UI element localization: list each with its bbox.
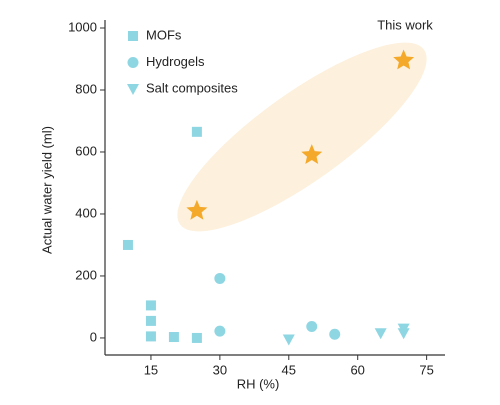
legend-label: Salt composites bbox=[146, 80, 238, 95]
marker-square bbox=[128, 31, 138, 41]
marker-square bbox=[191, 126, 202, 137]
marker-square bbox=[145, 315, 156, 326]
marker-square bbox=[122, 239, 133, 250]
legend-label: Hydrogels bbox=[146, 54, 205, 69]
y-tick-label: 800 bbox=[75, 81, 97, 96]
marker-triangle bbox=[282, 334, 295, 346]
marker-square bbox=[145, 300, 156, 311]
marker-square bbox=[191, 332, 202, 343]
marker-circle bbox=[329, 328, 341, 340]
x-tick-label: 15 bbox=[144, 362, 158, 377]
x-tick-label: 30 bbox=[213, 362, 227, 377]
marker-circle bbox=[306, 320, 318, 332]
x-tick-label: 60 bbox=[350, 362, 364, 377]
marker-star bbox=[393, 49, 415, 70]
marker-triangle bbox=[127, 84, 139, 95]
marker-circle bbox=[127, 57, 139, 68]
y-tick-label: 600 bbox=[75, 143, 97, 158]
x-axis-label: RH (%) bbox=[237, 376, 280, 391]
marker-triangle bbox=[374, 328, 387, 340]
y-tick-label: 400 bbox=[75, 205, 97, 220]
marker-circle bbox=[214, 272, 226, 284]
y-tick-label: 1000 bbox=[68, 19, 97, 34]
legend-label: MOFs bbox=[146, 27, 182, 42]
marker-star bbox=[186, 199, 208, 220]
marker-square bbox=[145, 331, 156, 342]
marker-circle bbox=[214, 325, 226, 337]
x-tick-label: 75 bbox=[419, 362, 433, 377]
annotation: This work bbox=[377, 17, 433, 32]
y-tick-label: 0 bbox=[90, 329, 97, 344]
marker-triangle bbox=[397, 328, 410, 340]
x-tick-label: 45 bbox=[282, 362, 296, 377]
marker-square bbox=[168, 332, 179, 343]
y-axis-label: Actual water yield (ml) bbox=[39, 126, 54, 254]
highlight-region bbox=[177, 42, 427, 232]
marker-star bbox=[301, 144, 323, 164]
y-tick-label: 200 bbox=[75, 267, 97, 282]
